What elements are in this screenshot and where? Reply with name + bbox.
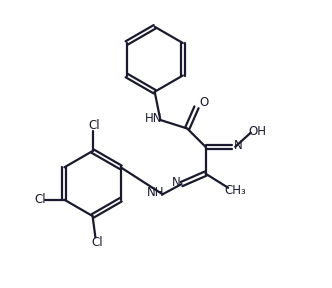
Text: O: O (199, 96, 208, 109)
Text: NH: NH (147, 186, 164, 199)
Text: Cl: Cl (91, 236, 103, 249)
Text: N: N (234, 139, 243, 152)
Text: Cl: Cl (88, 119, 100, 132)
Text: CH₃: CH₃ (224, 184, 246, 197)
Text: Cl: Cl (35, 193, 46, 206)
Text: HN: HN (144, 112, 162, 125)
Text: N: N (172, 176, 181, 189)
Text: OH: OH (249, 125, 267, 138)
